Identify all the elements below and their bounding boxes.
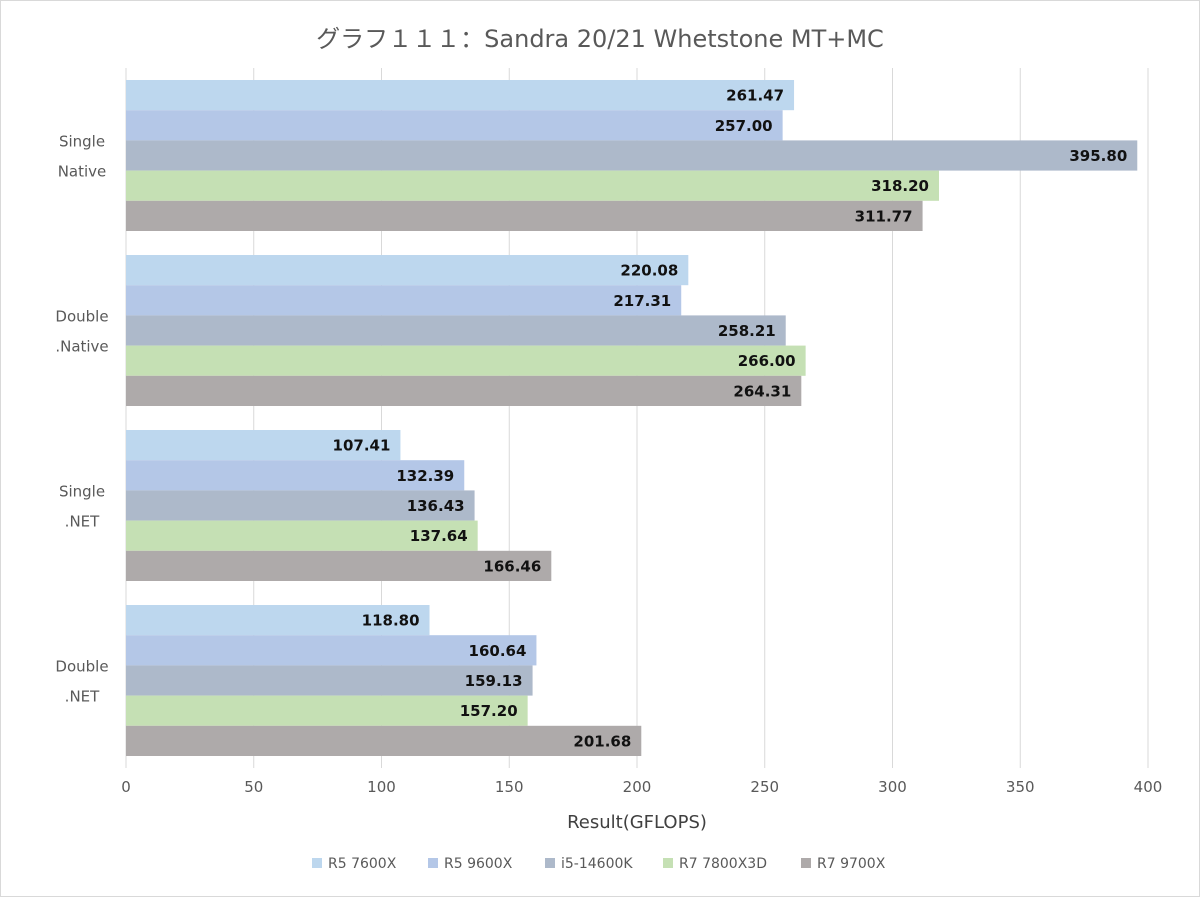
legend: R5 7600X R5 9600X i5-14600K R7 7800X3D R7 97… — [312, 856, 886, 872]
legend-swatch — [312, 858, 322, 868]
x-tick-label: 150 — [495, 778, 524, 796]
x-tick-label: 400 — [1134, 778, 1163, 796]
data-label: 136.43 — [407, 497, 465, 515]
bar — [126, 430, 401, 461]
x-tick-label: 50 — [244, 778, 263, 796]
x-tick-label: 350 — [1006, 778, 1035, 796]
data-label: 257.00 — [715, 117, 773, 135]
legend-label: R5 9600X — [444, 856, 513, 872]
bar — [126, 285, 682, 316]
category-label: Double — [55, 308, 108, 326]
bar — [126, 550, 552, 581]
bar — [126, 255, 689, 286]
data-label: 217.31 — [613, 292, 671, 310]
bar — [126, 520, 478, 551]
data-label: 160.64 — [469, 642, 527, 660]
bar — [126, 605, 430, 636]
data-label: 311.77 — [855, 207, 913, 225]
category-label: Double — [55, 658, 108, 676]
x-axis-label: Result(GFLOPS) — [567, 812, 707, 833]
x-tick-label: 100 — [367, 778, 396, 796]
bar — [126, 490, 475, 521]
legend-swatch — [545, 858, 555, 868]
data-labels: 261.47 257.00 395.80 318.20 311.77 220.08 217.… — [333, 87, 1128, 751]
category-label: .NET — [65, 513, 100, 531]
data-label: 201.68 — [573, 732, 631, 750]
legend-label: R7 9700X — [817, 856, 886, 872]
bar — [126, 665, 533, 696]
category-label: .NET — [65, 688, 100, 706]
data-label: 107.41 — [333, 437, 391, 455]
bar — [126, 110, 783, 141]
data-label: 118.80 — [362, 612, 420, 630]
legend-label: R5 7600X — [328, 856, 397, 872]
bar — [126, 375, 802, 406]
legend-swatch — [428, 858, 438, 868]
bar — [126, 725, 642, 756]
data-label: 220.08 — [620, 262, 678, 280]
data-label: 395.80 — [1069, 147, 1127, 165]
x-tick-label: 0 — [121, 778, 131, 796]
legend-label: R7 7800X3D — [679, 856, 767, 872]
bar — [126, 345, 806, 376]
bar — [126, 695, 528, 726]
data-label: 258.21 — [718, 322, 776, 340]
category-labels: Single Native Double .Native Single .NET Doubl… — [55, 133, 108, 706]
data-label: 318.20 — [871, 177, 929, 195]
bar — [126, 80, 795, 111]
bar — [126, 635, 537, 666]
legend-label: i5-14600K — [561, 856, 633, 872]
category-label: Native — [58, 163, 107, 181]
bars — [126, 80, 1138, 756]
x-tick-label: 200 — [623, 778, 652, 796]
x-tick-label: 300 — [878, 778, 907, 796]
bar — [126, 460, 465, 491]
chart-title: グラフ１１１：Sandra 20/21 Whetstone MT+MC — [316, 25, 884, 53]
data-label: 264.31 — [733, 382, 791, 400]
category-label: Single — [59, 483, 105, 501]
bar — [126, 140, 1138, 171]
category-label: Single — [59, 133, 105, 151]
x-tick-label: 250 — [750, 778, 779, 796]
data-label: 261.47 — [726, 87, 784, 105]
legend-swatch — [801, 858, 811, 868]
legend-swatch — [663, 858, 673, 868]
data-label: 266.00 — [738, 352, 796, 370]
bar — [126, 200, 923, 231]
data-label: 137.64 — [410, 527, 468, 545]
data-label: 132.39 — [396, 467, 454, 485]
x-tick-labels: 0 50 100 150 200 250 300 350 400 — [121, 778, 1162, 796]
data-label: 166.46 — [483, 557, 541, 575]
bar — [126, 315, 786, 346]
data-label: 159.13 — [465, 672, 523, 690]
data-label: 157.20 — [460, 702, 518, 720]
bar — [126, 170, 940, 201]
category-label: .Native — [55, 338, 108, 356]
